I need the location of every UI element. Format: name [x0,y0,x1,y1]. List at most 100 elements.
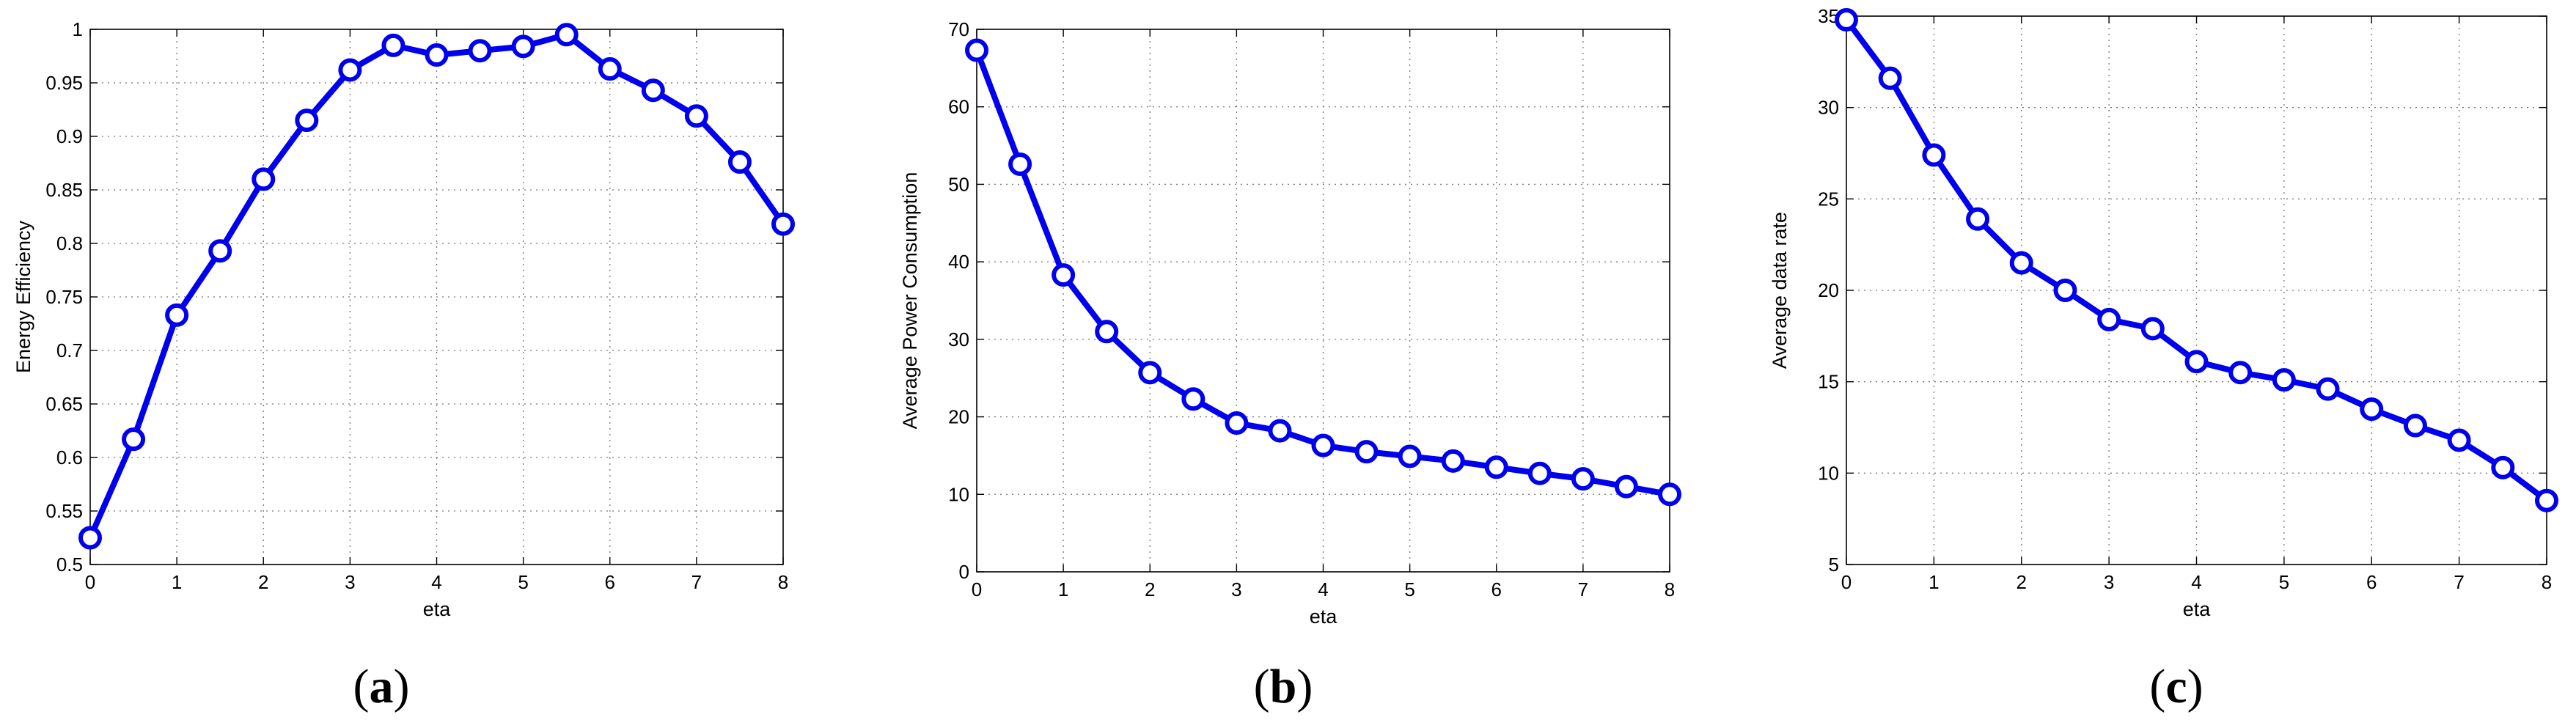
data-point [1658,482,1681,507]
data-point [2491,455,2515,479]
x-axis-label: eta [423,598,452,620]
data-point [684,104,708,128]
panel-caption: (a) [353,660,410,713]
x-tick-label: 4 [431,571,441,593]
x-tick-label: 5 [2279,571,2289,593]
data-point [1095,320,1119,344]
y-tick-label: 60 [948,96,969,118]
x-tick-label: 7 [2454,571,2464,593]
data-point [381,33,406,57]
x-tick-label: 0 [972,578,982,600]
y-tick-label: 20 [1818,279,1839,301]
x-tick-label: 2 [1145,578,1155,600]
panel-caption-letter: c [2165,660,2187,713]
y-tick-label: 10 [948,483,969,505]
x-tick-label: 4 [2191,571,2201,593]
data-point [295,109,319,133]
y-tick-label: 25 [1818,188,1839,210]
data-point [1835,7,1858,32]
y-tick-label: 0.8 [56,232,83,254]
y-axis-label: Energy Efficiency [12,220,34,373]
x-tick-label: 1 [1929,571,1939,593]
data-point [2228,361,2253,385]
data-point [2360,397,2384,422]
chart-panel-average-power-consumption: 0 1 2 3 4 5 6 7 8 0 10 20 30 40 50 60 70 eta Average Power… [899,18,1681,713]
data-point [78,526,102,550]
data-point [2316,377,2340,401]
data-point [1527,461,1552,485]
x-tick-label: 8 [778,571,788,593]
data-point [425,43,449,67]
x-tick-label: 0 [1841,571,1852,593]
chart-panel-energy-efficiency: 0 1 2 3 4 5 6 7 8 0.5 0.55 0.6 0.65 0.7 0.75 0.8 0.85 0.9… [12,18,795,713]
data-point [1052,263,1076,287]
data-point [965,38,988,62]
data-point [1441,449,1465,473]
data-point [1268,419,1292,443]
y-axis-label: Average Power Consumption [899,172,921,430]
x-tick-label: 7 [1578,578,1588,600]
y-tick-label: 0.5 [56,554,83,576]
x-tick-label: 3 [345,571,355,593]
y-tick-label: 50 [948,173,969,195]
data-point [165,303,189,327]
x-tick-label: 0 [85,571,95,593]
y-tick-label: 0.55 [45,500,83,522]
data-point [598,57,622,81]
x-tick-label: 4 [1318,578,1328,600]
data-point [1878,66,1902,90]
y-tick-label: 70 [948,18,969,40]
data-point [1571,467,1595,491]
x-tick-label: 8 [2542,571,2552,593]
data-point [2009,251,2033,275]
data-point [2097,307,2121,331]
data-point [727,150,752,174]
data-point [1225,411,1249,435]
x-tick-label: 8 [1665,578,1675,600]
data-point [252,167,276,191]
data-point [1008,152,1032,176]
data-point [2535,488,2558,512]
data-point [2403,413,2427,438]
y-tick-label: 30 [948,328,969,350]
y-tick-label: 20 [948,406,969,428]
x-tick-label: 3 [1231,578,1241,600]
data-point [641,78,665,103]
data-point [2053,279,2077,302]
y-tick-label: 1 [73,18,83,40]
panel-caption-letter: b [1270,660,1297,713]
y-tick-label: 0.9 [56,125,83,147]
x-tick-label: 7 [691,571,702,593]
data-point [2140,317,2165,341]
x-tick-label: 6 [1491,578,1502,600]
data-point [511,34,535,59]
y-tick-label: 10 [1818,462,1839,484]
y-tick-label: 0.85 [45,179,83,201]
y-tick-label: 15 [1818,371,1839,393]
data-point [338,58,362,82]
x-tick-label: 3 [2104,571,2114,593]
y-tick-label: 0.75 [45,286,83,308]
data-point [2447,428,2471,452]
x-tick-label: 1 [1058,578,1068,600]
data-point [1966,207,1990,231]
panel-caption-letter: a [370,660,394,713]
data-point [771,212,795,236]
x-tick-label: 6 [605,571,615,593]
data-point [2184,350,2209,374]
data-point [1181,387,1206,411]
y-tick-label: 5 [1829,554,1839,576]
y-tick-label: 0 [959,561,969,583]
data-point [1138,361,1162,385]
data-point [2272,368,2296,392]
y-tick-label: 0.95 [45,72,83,94]
data-point [1311,433,1335,457]
plot-area [1846,16,2547,565]
x-axis-label: eta [2183,598,2212,620]
y-tick-label: 30 [1818,97,1839,119]
data-point [1614,474,1638,499]
data-point [1398,444,1422,468]
data-point [468,39,492,63]
